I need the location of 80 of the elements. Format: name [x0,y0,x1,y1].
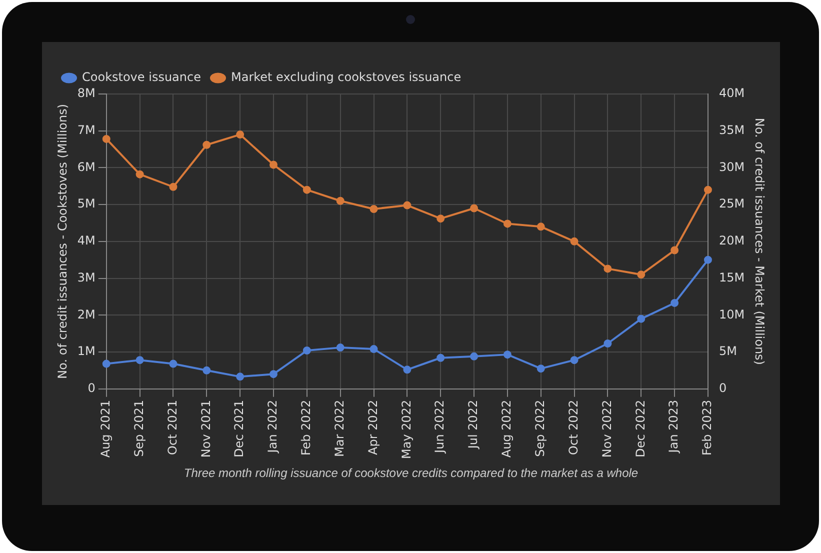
x-tick-label: Nov 2022 [600,400,614,458]
y2-tick-label: 25M [718,196,745,211]
point [704,186,712,194]
y-tick-label: 2M [77,307,96,322]
point [136,356,144,364]
point [302,346,311,355]
x-tick-label: Jan 2023 [666,400,681,454]
point [102,360,110,368]
point [136,170,144,178]
x-tick-label: Dec 2021 [232,400,246,458]
point [236,130,244,139]
y2-tick-label: 0 [718,380,727,395]
x-tick-label: Sep 2022 [532,400,547,457]
point [570,356,578,364]
y-axis-title: No. of credit issuances - Cookstoves (Millions) [55,104,70,379]
y2-axis-title: No. of credit issuances - Market (Millions) [752,118,767,365]
point [670,298,679,307]
point [503,350,512,359]
y-tick-label: 0 [88,380,96,395]
text: Three month rolling issuance of cookstove credits compared to the market as a whole [182,466,640,480]
x-tick-label: Oct 2022 [566,400,580,455]
point [236,372,244,381]
x-tick-label: Mar 2022 [332,400,346,457]
y2-tick-label: 35M [718,122,745,137]
point [436,354,445,362]
point [202,366,211,374]
x-tick-label: May 2022 [399,400,414,460]
point [169,360,178,368]
x-tick-label: Feb 2023 [700,400,714,456]
y-tick-label: 5M [77,196,96,211]
point [604,340,612,348]
x-tick-label: Aug 2022 [500,400,514,458]
x-tick-label: Aug 2021 [98,400,113,458]
x-tick-label: Oct 2021 [165,400,180,455]
x-tick-label: Nov 2021 [198,400,213,458]
point [637,270,646,279]
point [604,264,612,273]
point [403,201,412,210]
legend-label: Market excluding cookstoves issuance [230,70,462,84]
point [536,364,545,373]
point [470,204,478,212]
point [704,256,712,264]
point [570,237,578,246]
x-tick-label: Feb 2022 [299,400,314,456]
point [503,220,512,228]
point [102,134,110,143]
point [202,140,211,149]
y-tick-label: 7M [77,122,96,137]
point [403,366,412,374]
y2-tick-label: 10M [718,307,745,322]
y-tick-label: 3M [77,270,96,284]
point [470,352,478,360]
y2-tick-label: 20M [718,234,745,248]
y2-tick-label: 5M [718,344,737,358]
point [637,314,646,323]
x-tick-label: Sep 2021 [132,400,146,457]
x-tick-label: Jul 2022 [466,400,480,450]
y2-tick-label: 30M [718,160,745,174]
x-tick-label: Jan 2022 [266,400,280,454]
y-tick-label: 1M [77,344,96,358]
y-tick-label: 6M [77,160,96,174]
legend-label: Cookstove issuance [82,70,201,84]
point [336,196,344,205]
point [370,345,378,354]
x-tick-label: Dec 2022 [633,400,648,458]
point [302,186,311,194]
point [670,246,679,254]
y2-tick-label: 40M [718,86,745,100]
x-tick-label: Jun 2022 [432,400,447,454]
point [269,370,278,378]
y2-tick-label: 15M [718,270,745,284]
point [436,214,445,223]
point [169,182,178,191]
y-tick-label: 4M [77,234,96,248]
point [370,204,378,213]
point [269,160,278,169]
x-tick-label: Apr 2022 [366,400,380,455]
y-tick-label: 8M [77,86,96,100]
point [536,222,545,231]
point [336,344,344,352]
